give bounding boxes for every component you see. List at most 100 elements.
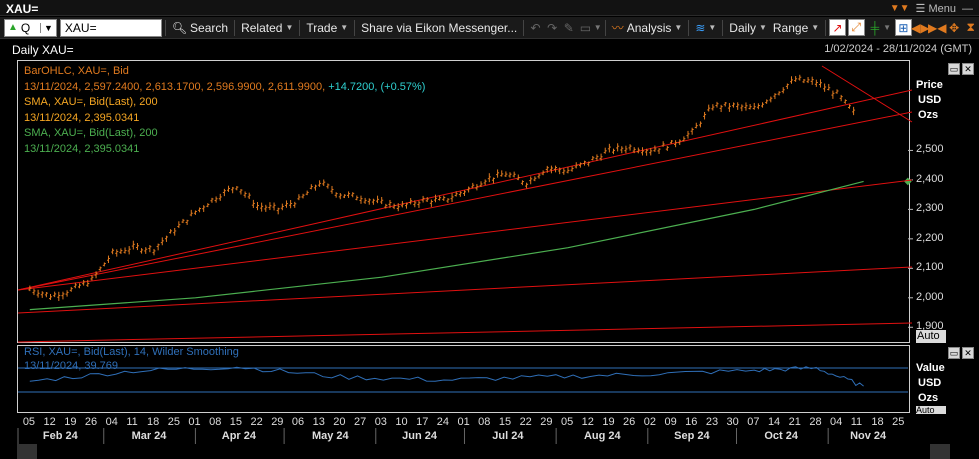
price-bar: [86, 279, 90, 287]
redo-icon[interactable]: ↷: [547, 20, 558, 35]
chart-header: Daily XAU= 1/02/2024 - 28/11/2024 (GMT): [12, 43, 972, 57]
rsi-pane[interactable]: [17, 345, 910, 413]
price-bar: [392, 203, 396, 210]
chevron-icon[interactable]: ▼▼: [889, 3, 910, 14]
scrollbar-left[interactable]: [17, 444, 37, 459]
analysis-icon: 〰: [611, 21, 624, 35]
legend-price-values: 13/11/2024, 2,597.2400, 2,613.1700, 2,59…: [24, 80, 426, 93]
price-bar: [218, 193, 222, 201]
price-bar: [831, 90, 835, 99]
price-bar: [32, 288, 36, 296]
template-icon[interactable]: ▭: [579, 20, 592, 35]
price-bar: [264, 204, 268, 212]
rsi-pane-close-icon[interactable]: ✕: [962, 347, 974, 359]
x-day-label: 01: [457, 416, 470, 428]
area-chart-icon[interactable]: ⤢: [847, 19, 865, 36]
price-bar: [434, 194, 438, 203]
zoom-icon[interactable]: ⊞: [895, 19, 912, 36]
price-tick-label: 1,900: [916, 320, 944, 333]
ric-input[interactable]: XAU=: [59, 18, 162, 37]
crosshair-icon[interactable]: ╪: [870, 20, 880, 35]
rsi-auto-scale-button[interactable]: Auto: [916, 406, 946, 414]
draw-tools-icon[interactable]: ✎: [563, 20, 574, 35]
menu-button[interactable]: ☰ Menu: [915, 3, 956, 15]
price-bar: [260, 202, 264, 212]
price-bar: [566, 166, 570, 174]
related-menu[interactable]: Related ▼: [241, 20, 294, 35]
price-bar: [785, 83, 789, 90]
price-axis-currency: USD: [918, 94, 942, 106]
price-bar: [583, 160, 587, 166]
price-bar: [525, 182, 529, 189]
overlay-menu[interactable]: ≋ ▼: [692, 21, 719, 35]
price-bar: [49, 293, 53, 300]
undo-icon[interactable]: ↶: [530, 20, 541, 35]
scrollbar-right[interactable]: [930, 444, 950, 459]
x-day-label: 14: [767, 416, 781, 428]
dropdown-icon[interactable]: ▼: [39, 22, 56, 33]
price-pane[interactable]: [17, 60, 910, 343]
x-day-label: 26: [623, 416, 636, 428]
hourglass-icon[interactable]: ⧗: [966, 20, 975, 34]
price-bar: [500, 170, 504, 177]
x-day-label: 24: [436, 416, 450, 428]
rsi-pane-restore-icon[interactable]: ▭: [948, 347, 960, 359]
overlay-icon: ≋: [695, 20, 706, 35]
pane-close-icon[interactable]: ✕: [962, 63, 974, 75]
price-bar: [36, 289, 40, 298]
trade-menu[interactable]: Trade ▼: [306, 20, 349, 35]
x-month-label: Sep 24: [674, 430, 710, 442]
price-bar: [450, 193, 454, 202]
x-day-label: 03: [374, 416, 387, 428]
pane-restore-icon[interactable]: ▭: [948, 63, 960, 75]
fit-icon[interactable]: ▶◀: [928, 20, 947, 35]
chart-legend: BarOHLC, XAU=, Bid 13/11/2024, 2,597.240…: [24, 64, 425, 157]
price-bar: [98, 266, 102, 272]
x-month-label: Jun 24: [402, 430, 437, 442]
x-month-label: Oct 24: [764, 430, 798, 442]
x-day-label: 12: [581, 416, 594, 428]
x-day-label: 28: [809, 416, 822, 428]
price-bar: [376, 195, 380, 204]
price-bar: [309, 184, 313, 190]
price-bar: [198, 207, 202, 213]
minimize-icon[interactable]: —: [962, 2, 973, 15]
line-chart-icon[interactable]: ↗: [829, 19, 846, 36]
share-button[interactable]: Share via Eikon Messenger...: [361, 20, 518, 35]
price-bar: [823, 83, 827, 92]
price-bar: [405, 202, 409, 209]
price-bar: [616, 143, 620, 152]
quote-selector[interactable]: ▲ Q ▼: [4, 18, 57, 37]
price-bar: [272, 202, 276, 211]
price-bar: [628, 144, 632, 151]
price-bar: [69, 286, 73, 292]
chevron-down-icon: ▼: [708, 23, 717, 32]
price-bar: [678, 139, 682, 145]
price-bar: [591, 155, 595, 161]
window-menu[interactable]: ▼▼ ☰ Menu —: [889, 2, 973, 16]
search-button[interactable]: 🔍︎ Search: [171, 20, 229, 35]
price-bar: [624, 145, 628, 154]
rsi-legend-name: RSI, XAU=, Bid(Last), 14, Wilder Smoothi…: [24, 346, 239, 358]
scroll-left-icon[interactable]: ◀▶: [911, 20, 930, 35]
price-bar: [802, 78, 806, 84]
auto-scale-button[interactable]: Auto: [916, 330, 946, 343]
x-day-label: 10: [395, 416, 408, 428]
price-bar: [723, 102, 727, 107]
legend-sma2-name: SMA, XAU=, Bid(Last), 200: [24, 127, 158, 139]
title-bar: XAU= ▼▼ ☰ Menu —: [0, 0, 979, 16]
interval-menu[interactable]: Daily ▼: [729, 20, 767, 35]
x-day-label: 06: [291, 416, 305, 428]
x-day-label: 11: [850, 416, 863, 428]
price-bar: [773, 93, 777, 100]
range-menu[interactable]: Range ▼: [772, 20, 820, 35]
expand-icon[interactable]: ✥: [949, 20, 960, 35]
analysis-menu[interactable]: 〰 Analysis ▼: [611, 20, 683, 36]
price-bar: [367, 198, 371, 205]
chevron-down-icon: ▼: [674, 23, 683, 32]
price-bar: [425, 197, 429, 202]
price-bar: [649, 147, 653, 156]
rsi-line: [29, 366, 864, 387]
price-bar: [40, 291, 44, 298]
